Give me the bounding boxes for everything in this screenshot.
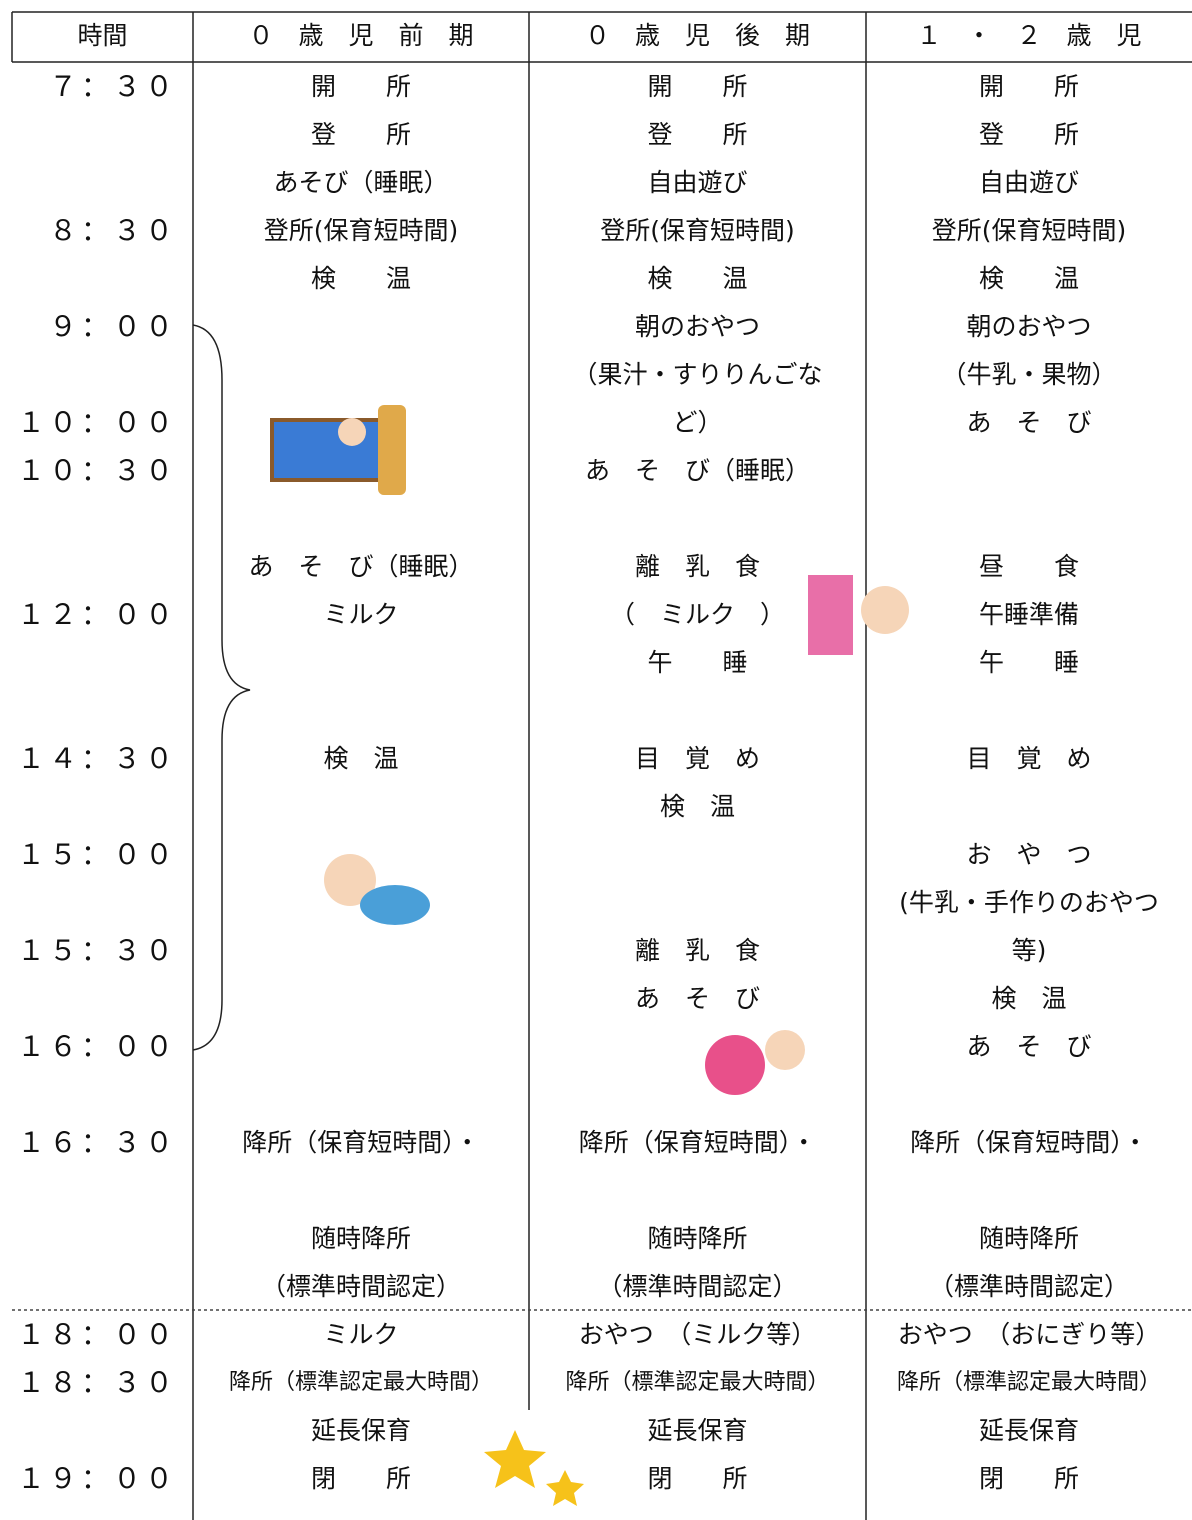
activity-cell: 降所（保育短時間）・ bbox=[578, 1128, 817, 1157]
activity-cell: 検 温 bbox=[310, 264, 411, 293]
activity-cell: 目 覚 め bbox=[966, 744, 1092, 773]
bear-illustration bbox=[705, 1030, 805, 1095]
baby-illustration bbox=[324, 854, 430, 925]
activity-cell: 離 乳 食 bbox=[634, 552, 760, 581]
header-cell: ０ 歳 児 前 期 bbox=[248, 21, 474, 50]
activity-cell: （標準時間認定） bbox=[260, 1272, 461, 1301]
activity-cell: ミルク bbox=[323, 600, 399, 629]
activity-cell: （果汁・すりりんごな bbox=[572, 360, 823, 389]
activity-cell: 閉 所 bbox=[978, 1464, 1079, 1493]
activity-cell: （ ミルク ） bbox=[609, 600, 785, 629]
activity-cell: 開 所 bbox=[647, 72, 748, 101]
activity-cell: 離 乳 食 bbox=[634, 936, 760, 965]
activity-cell: 降所（標準認定最大時間） bbox=[228, 1370, 493, 1395]
time-cell: １２：００ bbox=[16, 598, 177, 631]
header-cell: 時間 bbox=[77, 21, 128, 50]
time-cell: １４：３０ bbox=[16, 742, 177, 775]
time-cell: ７：３０ bbox=[48, 70, 177, 103]
activity-cell: 延長保育 bbox=[310, 1416, 411, 1445]
activity-cell: 検 温 bbox=[647, 264, 748, 293]
star-illustration bbox=[484, 1430, 584, 1506]
time-cell: １０：３０ bbox=[16, 454, 177, 487]
activity-cell: 自由遊び bbox=[647, 168, 748, 197]
activity-cell: （標準時間認定） bbox=[928, 1272, 1129, 1301]
activity-cell: 開 所 bbox=[978, 72, 1079, 101]
activity-cell: 登 所 bbox=[647, 120, 748, 149]
activity-cell: あ そ び bbox=[634, 984, 760, 1013]
activity-cell: 午 睡 bbox=[978, 648, 1079, 677]
activity-cell: 検 温 bbox=[659, 792, 735, 821]
activity-cell: 午 睡 bbox=[647, 648, 748, 677]
activity-cell: 登所(保育短時間) bbox=[931, 216, 1127, 245]
activity-cell: お や つ bbox=[966, 840, 1092, 869]
activity-cell: （牛乳・果物） bbox=[941, 360, 1117, 389]
time-cell: １６：００ bbox=[16, 1030, 177, 1063]
activity-cell: 等) bbox=[1011, 936, 1047, 965]
time-cell: ８：３０ bbox=[48, 214, 177, 247]
time-cell: ９：００ bbox=[48, 310, 177, 343]
header-cell: １ ・ ２ 歳 児 bbox=[916, 21, 1142, 50]
time-cell: １９：００ bbox=[16, 1462, 177, 1495]
activity-cell: 検 温 bbox=[978, 264, 1079, 293]
activity-cell: おやつ （ミルク等） bbox=[578, 1320, 817, 1349]
activity-cell: おやつ （おにぎり等） bbox=[897, 1320, 1161, 1349]
activity-cell: 閉 所 bbox=[310, 1464, 411, 1493]
activity-cell: 降所（保育短時間）・ bbox=[242, 1128, 480, 1157]
activity-cell: あ そ び（睡眠） bbox=[248, 552, 474, 581]
activity-cell: 検 温 bbox=[323, 744, 399, 773]
activity-cell: 昼 食 bbox=[978, 552, 1079, 581]
activity-cell: 朝のおやつ bbox=[966, 312, 1092, 341]
activity-cell: 開 所 bbox=[310, 72, 411, 101]
activity-cell: 検 温 bbox=[991, 984, 1067, 1013]
time-cell: １６：３０ bbox=[16, 1126, 177, 1159]
time-cell: １０：００ bbox=[16, 406, 177, 439]
activity-cell: ど） bbox=[672, 408, 723, 437]
activity-cell: 登所(保育短時間) bbox=[263, 216, 459, 245]
activity-cell: 登 所 bbox=[310, 120, 411, 149]
activity-cell: 随時降所 bbox=[978, 1224, 1079, 1253]
activity-cell: 降所（標準認定最大時間） bbox=[565, 1370, 830, 1395]
activity-cell: 降所（標準認定最大時間） bbox=[896, 1370, 1161, 1395]
mother-baby-illustration bbox=[808, 575, 909, 655]
activity-cell: 午睡準備 bbox=[978, 600, 1079, 629]
activity-cell: あそび（睡眠） bbox=[273, 168, 449, 197]
activity-cell: あ そ び（睡眠） bbox=[584, 456, 810, 485]
activity-cell: あ そ び bbox=[966, 1032, 1092, 1061]
activity-cell: （標準時間認定） bbox=[597, 1272, 798, 1301]
time-cell: １５：００ bbox=[16, 838, 177, 871]
activity-cell: あ そ び bbox=[966, 408, 1092, 437]
activity-cell: 随時降所 bbox=[647, 1224, 748, 1253]
activity-cell: 目 覚 め bbox=[634, 744, 760, 773]
time-cell: １５：３０ bbox=[16, 934, 177, 967]
activity-cell: 閉 所 bbox=[647, 1464, 748, 1493]
activity-cell: 朝のおやつ bbox=[634, 312, 760, 341]
activity-cell: 随時降所 bbox=[310, 1224, 411, 1253]
bed-illustration bbox=[270, 405, 406, 495]
time-cell: １８：００ bbox=[16, 1318, 177, 1351]
activity-cell: ミルク bbox=[323, 1320, 399, 1349]
activity-cell: 延長保育 bbox=[647, 1416, 748, 1445]
activity-cell: 延長保育 bbox=[978, 1416, 1079, 1445]
time-cell: １８：３０ bbox=[16, 1366, 177, 1399]
header-cell: ０ 歳 児 後 期 bbox=[584, 21, 810, 50]
activity-cell: 登所(保育短時間) bbox=[600, 216, 795, 245]
activity-cell: 自由遊び bbox=[978, 168, 1079, 197]
activity-cell: (牛乳・手作りのおやつ bbox=[899, 888, 1159, 917]
activity-cell: 降所（保育短時間）・ bbox=[910, 1128, 1148, 1157]
activity-cell: 登 所 bbox=[978, 120, 1079, 149]
